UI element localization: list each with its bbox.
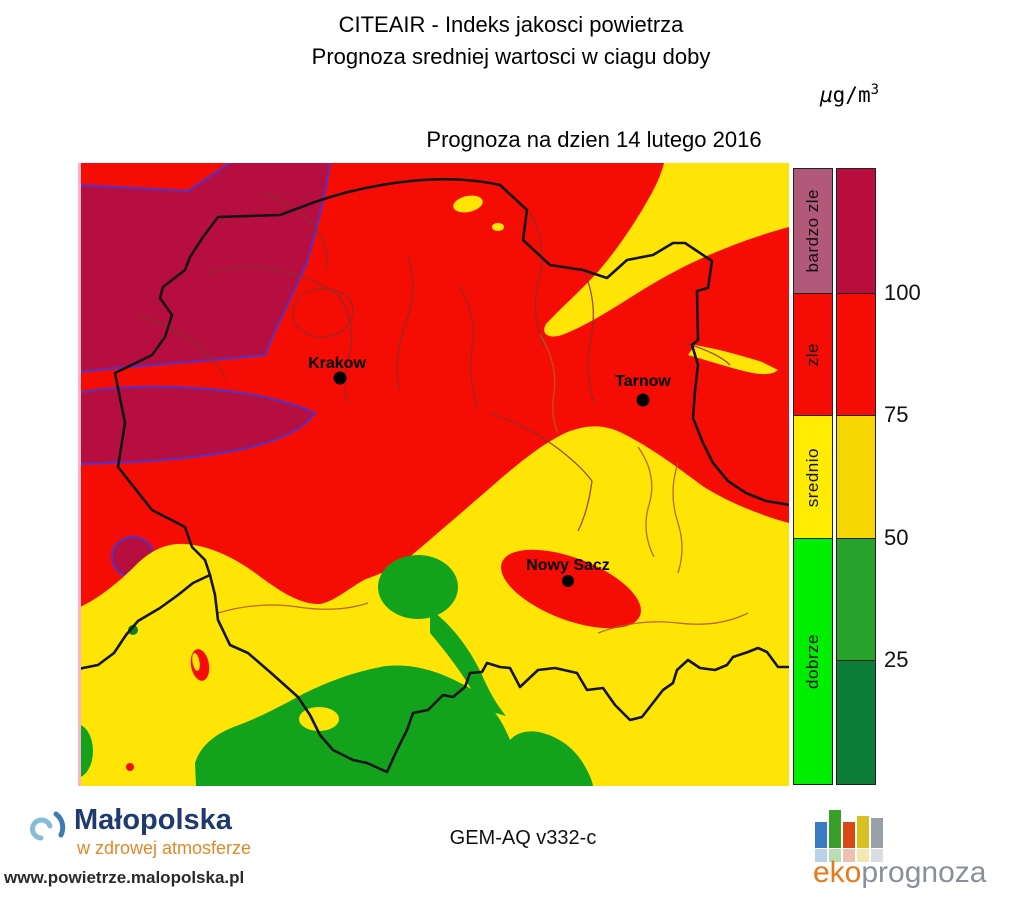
legend-category-bardzo-zle: bardzo zle [794, 169, 832, 294]
mu-symbol: µ [820, 83, 833, 107]
city-krakow: Krakow [308, 355, 366, 385]
page-title: CITEAIR - Indeks jakosci powietrza [338, 12, 684, 37]
city-label: Tarnow [615, 373, 671, 390]
eko-bar [843, 822, 855, 848]
legend-tick-100: 100 [884, 279, 921, 305]
map-red-speck [126, 763, 134, 771]
map-green-speck [128, 625, 138, 635]
legend-scale-segment [837, 293, 875, 417]
legend-category-bar: bardzo zle zle srednio dobrze [793, 168, 833, 785]
legend-category-zle: zle [794, 293, 832, 417]
map-area-red-east-band [722, 231, 789, 318]
legend-category-dobrze: dobrze [794, 538, 832, 784]
eko-bar-reflection [871, 849, 883, 862]
legend-category-label: dobrze [803, 633, 822, 689]
eko-bar-reflection [829, 849, 841, 862]
map-area-green-connector [430, 609, 506, 716]
map-area-green-leftedge [78, 724, 93, 778]
legend-scale-segment [837, 416, 875, 539]
city-label: Nowy Sacz [526, 557, 610, 574]
voivodeship-border [78, 177, 789, 774]
malopolska-logo-title: Małopolska [74, 804, 232, 836]
map-area-red-corner-wedge [78, 163, 230, 191]
map-area-red-nowysacz-blob [501, 549, 641, 629]
malopolska-logo-subtitle: w zdrowej atmosferze [77, 838, 252, 858]
ekoprognoza-wordmark: ekoprognoza [813, 856, 987, 889]
map-area-green-south [195, 665, 593, 786]
legend-category-srednio: srednio [794, 416, 832, 539]
map-area-yellow-northeast [544, 163, 789, 337]
map-edge-strip [78, 163, 81, 786]
eko-bar-reflection [815, 849, 827, 862]
map-area-green-upper-blob [378, 555, 458, 619]
unit-label: µg/m3 [820, 82, 880, 107]
forecast-date-line: Prognoza na dzien 14 lutego 2016 [426, 127, 762, 152]
legend-tick-75: 75 [884, 402, 909, 428]
malopolska-swirl-icon [30, 811, 66, 841]
eko-bar-reflection [857, 849, 869, 862]
legend-scale-segment [837, 661, 875, 784]
city-label: Krakow [308, 355, 366, 372]
model-version-label: GEM-AQ v332-c [449, 827, 597, 849]
legend-color-scale-bar [836, 168, 876, 785]
county-borders-red-area [137, 192, 731, 532]
website-url: www.powietrze.malopolska.pl [4, 868, 245, 887]
yellow-island [453, 195, 483, 213]
map-red-crescent-hole [192, 653, 200, 671]
page-subtitle: Prognoza sredniej wartosci w ciagu doby [311, 44, 711, 69]
eko-bar [829, 810, 841, 848]
city-dot [562, 575, 574, 587]
map-area-crimson-band [78, 385, 317, 466]
legend-category-label: srednio [803, 447, 822, 507]
city-dot [333, 371, 347, 385]
map-area-yellow-bay [299, 707, 339, 731]
eko-bar [871, 818, 883, 848]
legend-category-label: bardzo zle [803, 189, 822, 273]
crimson-outline [78, 163, 231, 193]
city-dot [636, 393, 650, 407]
eko-bar [815, 822, 827, 848]
eko-bar-reflection [843, 849, 855, 862]
ekoprognoza-logo: ekoprognoza [813, 804, 1013, 896]
city-tarnow: Tarnow [615, 373, 671, 407]
ekoprognoza-bars-icon [815, 806, 905, 862]
crimson-outline [78, 163, 331, 373]
eko-bar [857, 816, 869, 848]
legend-scale-segment [837, 169, 875, 294]
air-quality-forecast-map: Krakow Tarnow Nowy Sacz [78, 163, 789, 786]
legend-tick-25: 25 [884, 647, 909, 673]
county-borders-yellow-area [217, 334, 749, 634]
legend-category-label: zle [803, 343, 822, 367]
legend-scale-segment [837, 538, 875, 662]
legend-tick-50: 50 [884, 524, 909, 550]
yellow-island [492, 223, 504, 231]
city-nowysacz: Nowy Sacz [526, 557, 610, 587]
